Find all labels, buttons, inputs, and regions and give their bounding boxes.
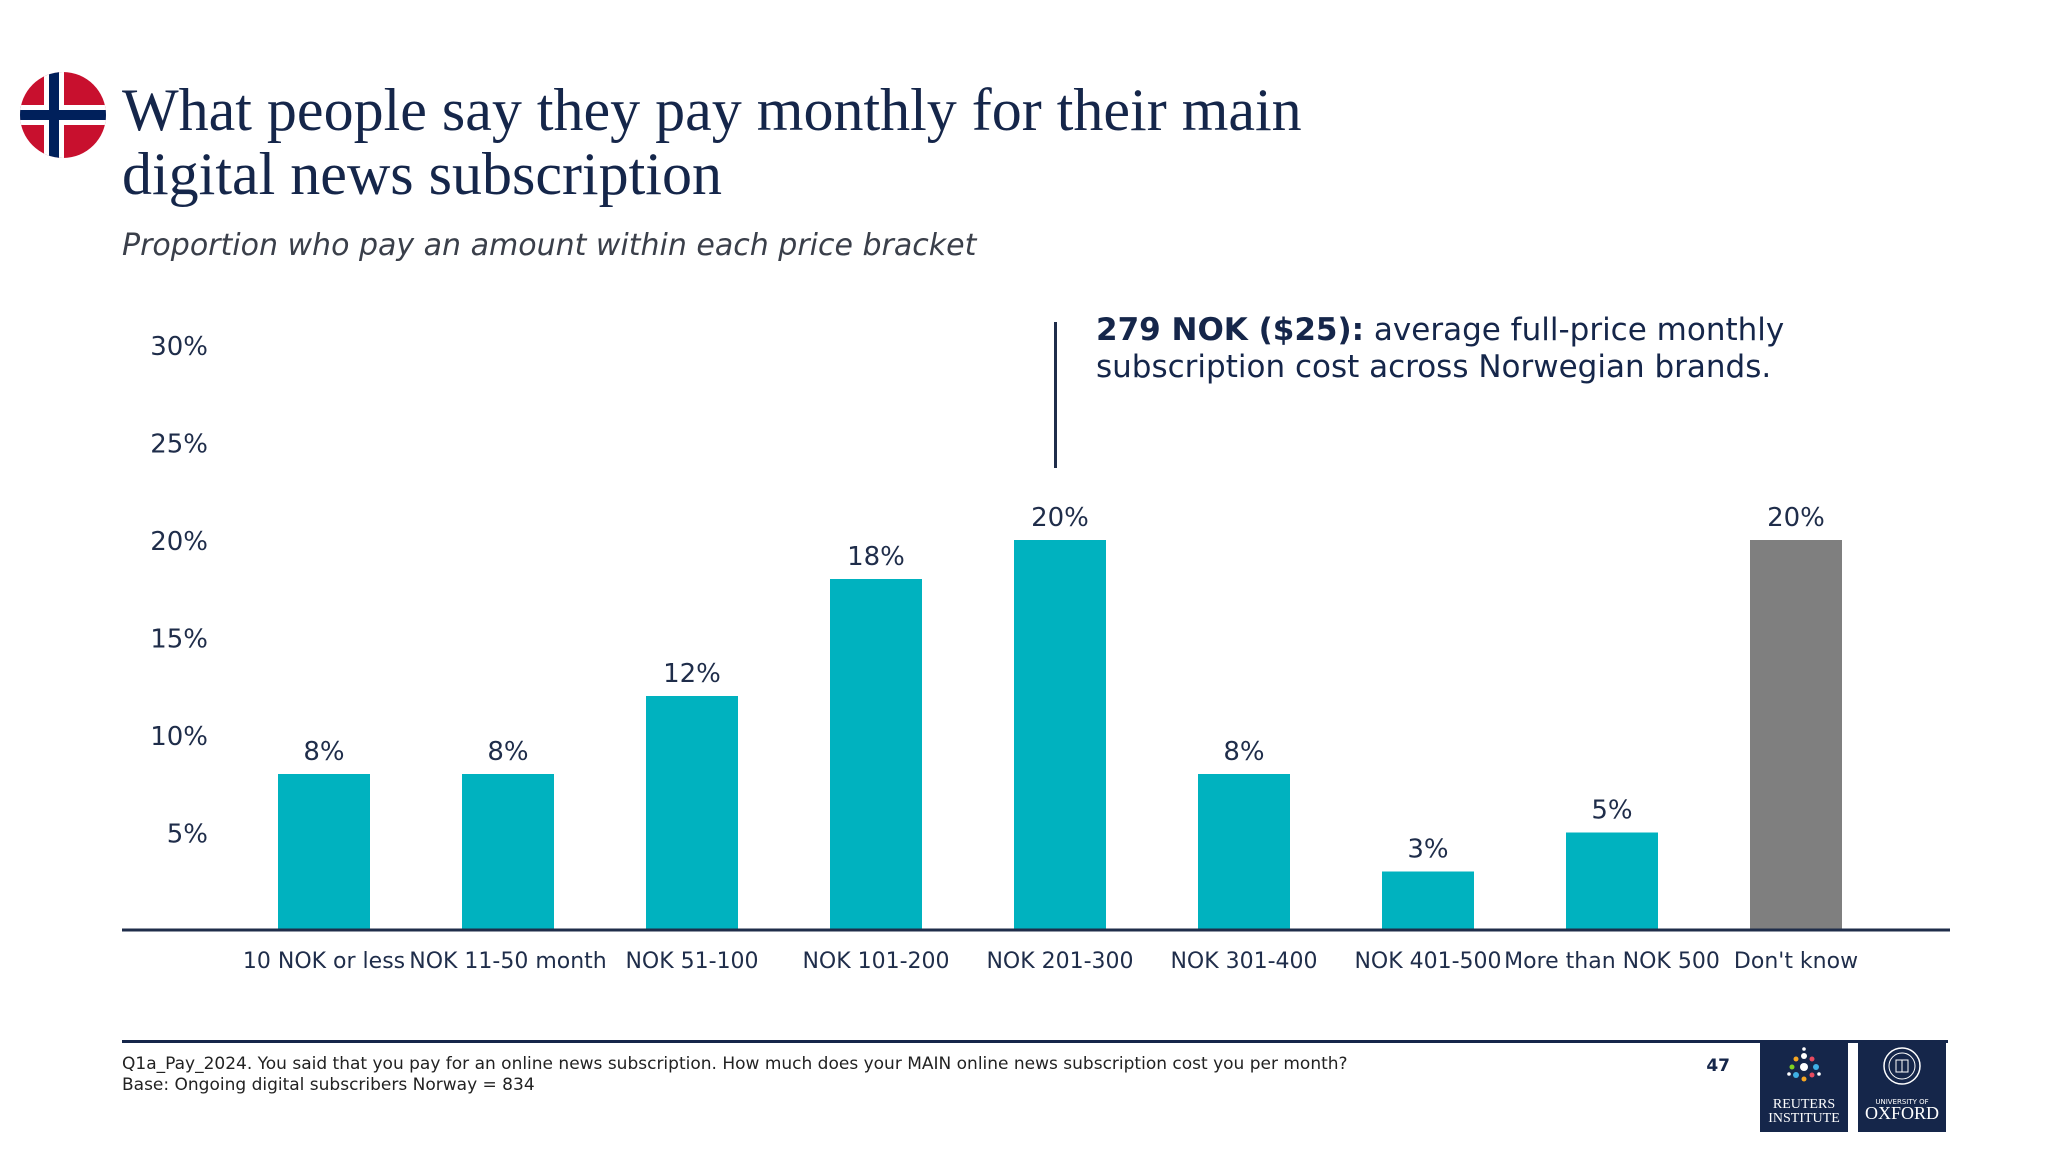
bar [1382, 871, 1474, 930]
footnote-question: Q1a_Pay_2024. You said that you pay for … [122, 1054, 1348, 1074]
x-tick-label: NOK 301-400 [1170, 949, 1317, 974]
bar [1566, 832, 1658, 930]
reuters-logo-line2: INSTITUTE [1768, 1111, 1840, 1126]
data-label: 20% [1031, 503, 1089, 533]
oxford-logo-small: UNIVERSITY OF [1875, 1098, 1929, 1106]
reuters-institute-logo: REUTERS INSTITUTE [1760, 1042, 1848, 1132]
x-axis-labels: 10 NOK or less NOK 11-50 month NOK 51-100 N… [243, 949, 1858, 974]
bar [1750, 540, 1842, 930]
page-number: 47 [1706, 1056, 1730, 1076]
y-tick-label: 10% [150, 722, 208, 752]
bar [462, 774, 554, 930]
footer-rule [122, 1040, 1948, 1043]
bar [1198, 774, 1290, 930]
data-label: 8% [487, 737, 528, 767]
y-axis-ticks: 5% 10% 15% 20% 25% 30% [150, 332, 208, 850]
data-label: 20% [1767, 503, 1825, 533]
footnote-base: Base: Ongoing digital subscribers Norway… [122, 1075, 535, 1095]
university-of-oxford-logo: UNIVERSITY OF OXFORD [1858, 1042, 1946, 1132]
bar [278, 774, 370, 930]
bars [278, 540, 1842, 930]
data-label: 5% [1591, 796, 1632, 826]
value-labels: 8% 8% 12% 18% 20% 8% 3% 5% 20% [303, 503, 1825, 865]
y-tick-label: 25% [150, 430, 208, 460]
x-tick-label: NOK 11-50 month [409, 949, 607, 974]
oxford-logo-big: OXFORD [1864, 1103, 1939, 1123]
y-tick-label: 30% [150, 332, 208, 362]
norway-flag-icon [20, 72, 106, 158]
x-tick-label: Don't know [1734, 949, 1858, 974]
average-price-callout: 279 NOK ($25): average full-price monthl… [1096, 312, 1856, 386]
x-tick-label: NOK 51-100 [625, 949, 758, 974]
callout-text: average full-price monthly subscription … [1096, 312, 1785, 385]
y-tick-label: 5% [167, 820, 208, 850]
data-label: 18% [847, 542, 905, 572]
x-tick-label: 10 NOK or less [243, 949, 405, 974]
footnote: Q1a_Pay_2024. You said that you pay for … [122, 1054, 1622, 1096]
x-tick-label: More than NOK 500 [1504, 949, 1720, 974]
data-label: 3% [1407, 835, 1448, 865]
bar [1014, 540, 1106, 930]
data-label: 8% [1223, 737, 1264, 767]
x-tick-label: NOK 401-500 [1354, 949, 1501, 974]
oxford-crest-icon [1883, 1047, 1921, 1085]
x-tick-label: NOK 201-300 [986, 949, 1133, 974]
page-subtitle: Proportion who pay an amount within each… [122, 228, 977, 263]
bar [830, 579, 922, 930]
data-label: 12% [663, 659, 721, 689]
bar [646, 696, 738, 930]
callout-highlight: 279 NOK ($25): [1096, 312, 1365, 348]
callout-line [1054, 322, 1057, 468]
x-tick-label: NOK 101-200 [802, 949, 949, 974]
data-label: 8% [303, 737, 344, 767]
price-bracket-bar-chart: 5% 10% 15% 20% 25% 30% 8% 8% 12% 18% 20% 8% 3% 5% 20%… [122, 332, 1950, 974]
y-tick-label: 15% [150, 625, 208, 655]
page-title: What people say they pay monthly for the… [122, 77, 1302, 207]
reuters-dots-icon [1787, 1047, 1821, 1082]
reuters-logo-line1: REUTERS [1772, 1097, 1836, 1112]
y-tick-label: 20% [150, 527, 208, 557]
